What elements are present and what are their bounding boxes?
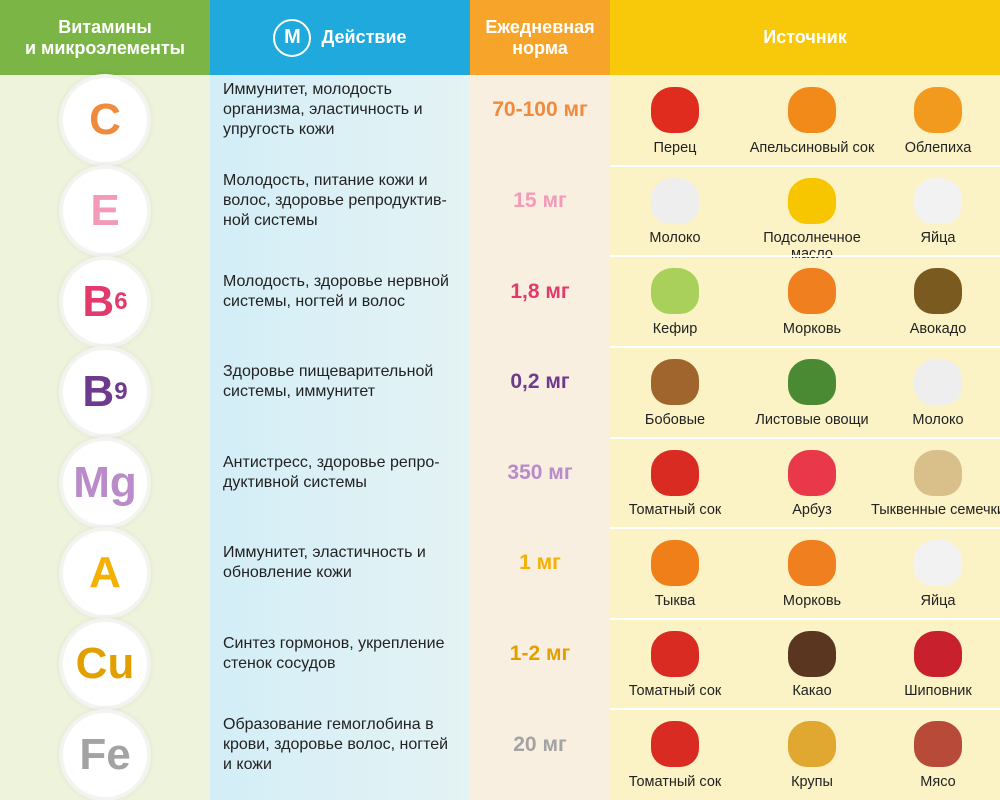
norm-value: 1,8 мг bbox=[510, 279, 570, 303]
action-text: Здоровье пищеварительной системы, иммуни… bbox=[223, 363, 434, 401]
symbol: E bbox=[90, 185, 120, 235]
source-name: Листовые овощи bbox=[755, 411, 869, 428]
row-separator bbox=[610, 527, 1000, 530]
symbol: C bbox=[89, 95, 121, 145]
source-icon bbox=[651, 630, 699, 677]
symbol: Cu bbox=[75, 639, 135, 689]
source-name: Перец bbox=[653, 139, 697, 156]
source-name: Какао bbox=[792, 683, 832, 700]
source-name: Морковь bbox=[782, 592, 842, 609]
logo: M bbox=[273, 18, 312, 57]
row-separator bbox=[610, 708, 1000, 711]
source-name: Молоко bbox=[649, 230, 701, 247]
source-name: Тыквенные семечки bbox=[871, 502, 1000, 519]
source-icon bbox=[651, 177, 699, 224]
action-text: Образование гемоглобина в крови, здоровь… bbox=[223, 715, 449, 773]
norm-value: 1-2 мг bbox=[509, 642, 571, 666]
symbol-badge: E bbox=[63, 168, 147, 253]
source-name: Тыква bbox=[654, 592, 696, 609]
symbol-badge: Cu bbox=[63, 622, 147, 707]
source-icon bbox=[788, 268, 836, 315]
symbol-sub: 9 bbox=[114, 378, 128, 406]
action-text: Иммунитет, молодость организма, эластичн… bbox=[223, 81, 423, 139]
source-name: Молоко bbox=[912, 411, 964, 428]
source-icon bbox=[651, 540, 699, 587]
source-name: Кефир bbox=[652, 320, 698, 337]
header-norm: Ежедневная норма bbox=[470, 0, 610, 75]
source-icon bbox=[914, 87, 962, 133]
source-icon bbox=[788, 721, 836, 768]
action-text: Молодость, питание кожи и волос, здоровь… bbox=[223, 171, 447, 229]
source-icon bbox=[914, 449, 962, 496]
source-name: Апельсиновый сок bbox=[749, 139, 875, 156]
norm-value: 1 мг bbox=[519, 551, 561, 575]
row-separator bbox=[610, 345, 1000, 348]
column-bg bbox=[470, 75, 610, 800]
source-name: Шиповник bbox=[904, 683, 972, 700]
source-icon bbox=[788, 449, 836, 496]
header-action: Действие bbox=[321, 27, 407, 47]
source-name: Авокадо bbox=[909, 320, 967, 337]
source-name: Крупы bbox=[791, 774, 833, 790]
source-icon bbox=[914, 358, 962, 405]
source-icon bbox=[788, 358, 836, 405]
source-icon bbox=[651, 721, 699, 768]
source-name: Бобовые bbox=[644, 411, 706, 428]
source-name: Яйца bbox=[920, 230, 956, 247]
norm-value: 15 мг bbox=[513, 188, 567, 212]
header-action-cell: M Действие bbox=[210, 0, 470, 75]
source-icon bbox=[788, 177, 836, 224]
symbol-badge: Fe bbox=[63, 712, 147, 797]
norm-value: 0,2 мг bbox=[510, 370, 570, 394]
source-icon bbox=[651, 358, 699, 405]
norm-value: 70-100 мг bbox=[492, 98, 588, 122]
source-name: Томатный сок bbox=[628, 502, 722, 519]
source-name: Томатный сок bbox=[628, 683, 722, 700]
action-text: Антистресс, здоровье репро- дуктивной си… bbox=[223, 453, 440, 491]
row-separator bbox=[610, 436, 1000, 439]
source-icon bbox=[651, 268, 699, 315]
source-name: Мясо bbox=[920, 774, 956, 790]
source-name: Арбуз bbox=[792, 502, 832, 519]
source-name: Облепиха bbox=[904, 139, 972, 156]
symbol-badge: A bbox=[63, 531, 147, 616]
symbol: Mg bbox=[73, 457, 137, 507]
symbol: Fe bbox=[79, 729, 131, 779]
action-text: Иммунитет, эластичность и обновление кож… bbox=[223, 544, 426, 582]
source-icon bbox=[914, 630, 962, 677]
source-name: Яйца bbox=[920, 592, 956, 609]
column-bg bbox=[210, 75, 470, 800]
header-vitamins: Витамины и микроэлементы bbox=[0, 0, 210, 75]
symbol-badge: C bbox=[63, 78, 147, 163]
symbol: B bbox=[82, 276, 115, 326]
source-name: Томатный сок bbox=[628, 774, 722, 790]
norm-value: 20 мг bbox=[513, 732, 567, 756]
source-icon bbox=[651, 449, 699, 496]
source-icon bbox=[914, 721, 962, 768]
action-text: Синтез гормонов, укрепление стенок сосуд… bbox=[223, 635, 445, 673]
source-icon bbox=[914, 177, 962, 224]
norm-value: 350 мг bbox=[507, 460, 573, 484]
source-name: Подсолнечное масло bbox=[763, 230, 861, 263]
source-icon bbox=[914, 268, 962, 315]
source-name: Морковь bbox=[782, 320, 842, 337]
source-icon bbox=[914, 540, 962, 587]
source-icon bbox=[788, 87, 836, 133]
header-source: Источник bbox=[610, 0, 1000, 75]
symbol-sub: 6 bbox=[114, 287, 128, 315]
source-icon bbox=[651, 87, 699, 133]
source-icon bbox=[788, 630, 836, 677]
symbol: B bbox=[82, 367, 115, 417]
row-separator bbox=[610, 617, 1000, 620]
row-separator bbox=[610, 164, 1000, 167]
symbol: A bbox=[89, 548, 121, 598]
action-text: Молодость, здоровье нервной системы, ног… bbox=[223, 272, 449, 310]
source-icon bbox=[788, 540, 836, 587]
row-separator bbox=[610, 255, 1000, 258]
symbol-badge: Mg bbox=[63, 440, 147, 525]
